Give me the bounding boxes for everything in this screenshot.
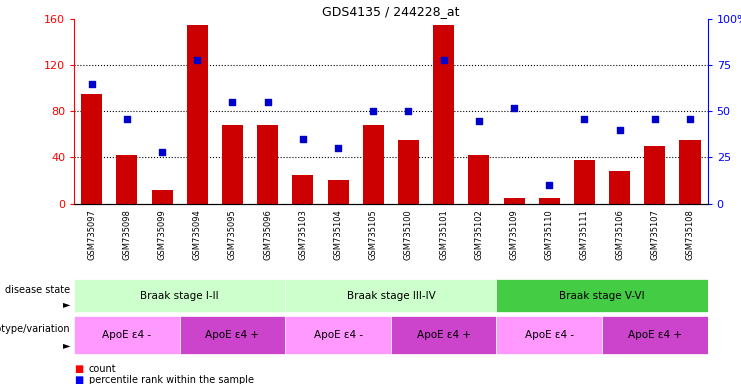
Point — [508, 104, 520, 111]
Point — [579, 116, 591, 122]
Bar — [496, 279, 708, 312]
Text: GSM735111: GSM735111 — [580, 209, 589, 260]
Text: GSM735106: GSM735106 — [615, 209, 624, 260]
Text: ■: ■ — [74, 375, 83, 384]
Text: GSM735102: GSM735102 — [474, 209, 483, 260]
Point — [156, 149, 168, 155]
Text: Braak stage I-II: Braak stage I-II — [140, 291, 219, 301]
Text: GSM735101: GSM735101 — [439, 209, 448, 260]
Bar — [222, 125, 243, 204]
Bar — [257, 125, 278, 204]
Text: genotype/variation: genotype/variation — [0, 324, 70, 334]
Text: percentile rank within the sample: percentile rank within the sample — [89, 375, 254, 384]
Text: ►: ► — [63, 340, 70, 350]
Point — [438, 57, 450, 63]
Bar — [609, 171, 630, 204]
Point — [402, 108, 414, 114]
Point — [473, 118, 485, 124]
Point — [332, 145, 344, 151]
Text: ApoE ε4 +: ApoE ε4 + — [205, 330, 259, 340]
Text: count: count — [89, 364, 116, 374]
Bar — [74, 279, 285, 312]
Text: GSM735096: GSM735096 — [263, 209, 272, 260]
Point — [649, 116, 661, 122]
Bar — [362, 125, 384, 204]
Bar — [179, 316, 285, 354]
Text: GSM735098: GSM735098 — [122, 209, 131, 260]
Point — [684, 116, 696, 122]
Text: GSM735099: GSM735099 — [158, 209, 167, 260]
Bar — [285, 316, 391, 354]
Point — [121, 116, 133, 122]
Bar — [391, 316, 496, 354]
Title: GDS4135 / 244228_at: GDS4135 / 244228_at — [322, 5, 459, 18]
Text: ApoE ε4 +: ApoE ε4 + — [416, 330, 471, 340]
Point — [297, 136, 309, 142]
Text: ApoE ε4 -: ApoE ε4 - — [313, 330, 362, 340]
Point — [262, 99, 273, 105]
Bar — [496, 316, 602, 354]
Text: GSM735100: GSM735100 — [404, 209, 413, 260]
Bar — [285, 279, 496, 312]
Text: GSM735109: GSM735109 — [510, 209, 519, 260]
Text: GSM735097: GSM735097 — [87, 209, 96, 260]
Bar — [539, 198, 559, 204]
Bar — [187, 25, 207, 204]
Text: Braak stage III-IV: Braak stage III-IV — [347, 291, 435, 301]
Text: GSM735094: GSM735094 — [193, 209, 202, 260]
Bar — [151, 190, 173, 204]
Bar — [503, 198, 525, 204]
Bar — [292, 175, 313, 204]
Bar — [433, 25, 454, 204]
Text: GSM735095: GSM735095 — [228, 209, 237, 260]
Bar — [468, 155, 489, 204]
Text: ApoE ε4 -: ApoE ε4 - — [102, 330, 151, 340]
Text: ApoE ε4 +: ApoE ε4 + — [628, 330, 682, 340]
Text: ApoE ε4 -: ApoE ε4 - — [525, 330, 574, 340]
Point — [227, 99, 239, 105]
Bar — [116, 155, 137, 204]
Point — [86, 81, 98, 87]
Bar — [602, 316, 708, 354]
Text: GSM735110: GSM735110 — [545, 209, 554, 260]
Text: GSM735103: GSM735103 — [299, 209, 308, 260]
Bar — [679, 140, 700, 204]
Point — [191, 57, 203, 63]
Text: GSM735105: GSM735105 — [369, 209, 378, 260]
Bar — [398, 140, 419, 204]
Text: GSM735104: GSM735104 — [333, 209, 342, 260]
Text: Braak stage V-VI: Braak stage V-VI — [559, 291, 645, 301]
Bar — [328, 180, 348, 204]
Text: GSM735108: GSM735108 — [685, 209, 694, 260]
Bar — [644, 146, 665, 204]
Bar — [74, 316, 179, 354]
Point — [614, 127, 625, 133]
Point — [368, 108, 379, 114]
Bar — [574, 160, 595, 204]
Bar — [82, 94, 102, 204]
Text: ►: ► — [63, 299, 70, 310]
Text: GSM735107: GSM735107 — [651, 209, 659, 260]
Point — [543, 182, 555, 188]
Text: disease state: disease state — [5, 285, 70, 296]
Text: ■: ■ — [74, 364, 83, 374]
